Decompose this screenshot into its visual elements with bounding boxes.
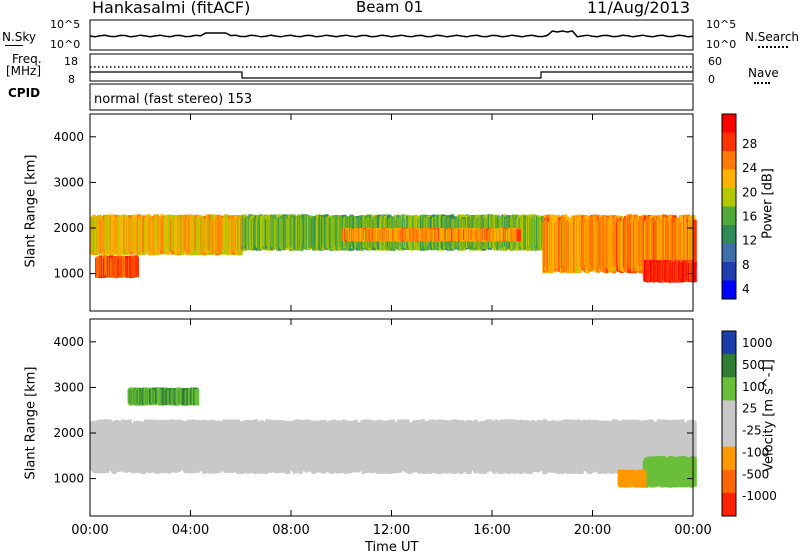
power-colorbar-tick: 16 <box>742 210 757 224</box>
colorbar-swatch <box>722 377 736 401</box>
x-tick-label: 12:00 <box>373 523 410 538</box>
y-tick-label: 1000 <box>53 472 84 486</box>
x-tick-label: 00:00 <box>674 523 711 538</box>
noise-left-tick-bottom: 10^0 <box>50 38 81 51</box>
velocity-colorbar-tick: 25 <box>742 402 757 416</box>
nave-legend-line <box>754 82 770 84</box>
y-tick-label: 4000 <box>53 335 84 349</box>
y-tick-label: 1000 <box>53 267 84 281</box>
nave-tick-bottom: 0 <box>708 73 715 86</box>
heatmap-cell <box>134 256 139 278</box>
y-tick-label: 2000 <box>53 426 84 440</box>
velocity-colorbar-tick: -500 <box>742 467 769 481</box>
colorbar-swatch <box>722 225 736 244</box>
x-tick-label: 16:00 <box>473 523 510 538</box>
noise-panel-frame <box>89 19 694 51</box>
heatmap-cell <box>692 457 697 487</box>
colorbar-swatch <box>722 188 736 207</box>
heatmap-cell <box>642 471 647 487</box>
colorbar-swatch <box>722 280 736 300</box>
velocity-panel <box>89 318 697 517</box>
colorbar-swatch <box>722 132 736 152</box>
heatmap-cell <box>692 219 697 268</box>
power-colorbar: 28 24 20 16 12 8 4 <box>721 113 757 300</box>
nave-tick-top: 60 <box>708 55 722 68</box>
colorbar-swatch <box>722 114 736 133</box>
colorbar-swatch <box>722 151 736 170</box>
power-colorbar-tick: 20 <box>742 185 757 199</box>
power-colorbar-tick: 28 <box>742 137 757 151</box>
velocity-colorbar: 1000 500 100 25 -25 -100 -500 -1000 <box>721 330 777 517</box>
noise-left-tick-top: 10^5 <box>50 18 81 31</box>
colorbar-swatch <box>722 423 736 448</box>
heatmap-cell <box>692 421 697 472</box>
station-title: Hankasalmi (fitACF) <box>92 0 251 17</box>
freq-tick-top: 18 <box>64 55 78 68</box>
heatmap-cell <box>516 229 521 242</box>
velocity-colorbar-tick: 100 <box>742 380 765 394</box>
colorbar-swatch <box>722 492 736 517</box>
x-tick-label: 20:00 <box>574 523 611 538</box>
x-tick-label: 08:00 <box>272 523 309 538</box>
cpid-label: CPID <box>8 86 41 100</box>
nave-label: Nave <box>748 66 779 80</box>
velocity-colorbar-tick: -25 <box>742 424 762 438</box>
freq-label: Freq. <box>12 52 42 66</box>
velocity-colorbar-tick: -1000 <box>742 489 777 503</box>
y-tick-label: 2000 <box>53 221 84 235</box>
y-tick-label: 3000 <box>53 175 84 189</box>
heatmap-cell <box>692 262 697 283</box>
freq-trace <box>90 71 693 79</box>
colorbar-swatch <box>722 206 736 226</box>
colorbar-swatch <box>722 469 736 494</box>
colorbar-swatch <box>722 243 736 263</box>
velocity-colorbar-tick: 1000 <box>742 336 773 350</box>
x-tick-label: 04:00 <box>172 523 209 538</box>
colorbar-swatch <box>722 446 736 471</box>
noise-right-tick-bottom: 10^0 <box>706 38 737 51</box>
power-colorbar-frame <box>721 113 737 300</box>
power-colorbar-tick: 12 <box>742 234 757 248</box>
cpid-panel-frame <box>89 83 694 111</box>
y-tick-label: 3000 <box>53 380 84 394</box>
power-colorbar-tick: 4 <box>742 282 750 296</box>
heatmap-cell <box>195 389 200 406</box>
nsky-legend-line <box>5 45 23 46</box>
velocity-colorbar-tick: 500 <box>742 358 765 372</box>
power-colorbar-tick: 24 <box>742 161 757 175</box>
cpid-program: normal (fast stereo) 153 <box>94 92 253 107</box>
xaxis-label: Time UT <box>365 540 419 555</box>
y-tick-label: 4000 <box>53 130 84 144</box>
nsearch-legend-line <box>758 46 788 48</box>
colorbar-swatch <box>722 331 736 355</box>
freq-tick-bottom: 8 <box>68 73 75 86</box>
freq-unit-label: [MHz] <box>6 64 42 78</box>
colorbar-swatch <box>722 169 736 189</box>
beam-title: Beam 01 <box>356 0 424 16</box>
x-tick-label: 00:00 <box>71 523 108 538</box>
noise-sky-trace <box>89 30 694 38</box>
nsearch-label: N.Search <box>745 30 800 44</box>
colorbar-swatch <box>722 354 736 378</box>
nsky-label: N.Sky <box>2 30 37 44</box>
power-colorbar-tick: 8 <box>742 258 750 272</box>
velocity-colorbar-tick: -100 <box>742 445 769 459</box>
colorbar-swatch <box>722 400 736 424</box>
power-panel <box>89 113 697 312</box>
colorbar-swatch <box>722 262 736 281</box>
noise-right-tick-top: 10^5 <box>706 18 737 31</box>
velocity-colorbar-frame <box>721 330 737 517</box>
date-title: 11/Aug/2013 <box>587 0 691 17</box>
